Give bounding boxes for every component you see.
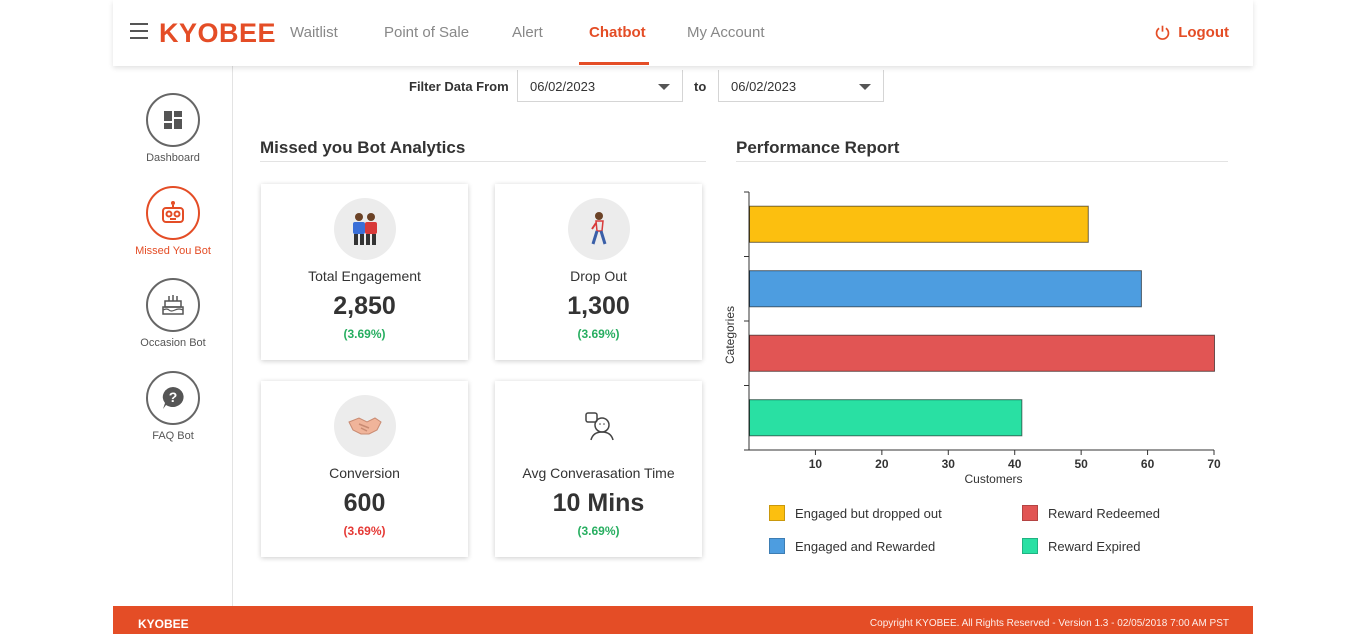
top-navbar: KYOBEE Waitlist Point of Sale Alert Chat… bbox=[113, 0, 1253, 66]
y-axis-label: Categories bbox=[723, 306, 737, 364]
power-icon bbox=[1155, 25, 1170, 40]
footer: KYOBEE Copyright KYOBEE. All Rights Rese… bbox=[113, 606, 1253, 634]
legend-label: Engaged and Rewarded bbox=[795, 538, 936, 554]
card-title: Avg Converasation Time bbox=[522, 465, 675, 481]
sidebar-item-label: FAQ Bot bbox=[152, 430, 194, 442]
x-tick-label: 50 bbox=[1074, 457, 1088, 471]
card-percentage: (3.69%) bbox=[577, 524, 620, 538]
legend-item: Reward Redeemed bbox=[1022, 505, 1160, 521]
legend-swatch bbox=[1022, 505, 1038, 521]
nav-chatbot[interactable]: Chatbot bbox=[589, 24, 646, 41]
chevron-down-icon bbox=[658, 84, 670, 90]
analytics-title: Missed you Bot Analytics bbox=[260, 138, 466, 157]
to-label: to bbox=[694, 79, 707, 94]
nav-my-account[interactable]: My Account bbox=[687, 24, 765, 41]
nav-point-of-sale[interactable]: Point of Sale bbox=[384, 24, 470, 41]
sidebar: Dashboard Missed You Bot Occasion Bot ? … bbox=[113, 66, 233, 606]
bar-reward-expired bbox=[749, 399, 1023, 437]
x-tick-label: 20 bbox=[875, 457, 889, 471]
legend-label: Reward Expired bbox=[1048, 538, 1141, 554]
sidebar-item-dashboard[interactable]: Dashboard bbox=[113, 93, 233, 164]
legend-swatch bbox=[769, 538, 785, 554]
nav-alert[interactable]: Alert bbox=[512, 24, 543, 41]
sidebar-item-label: Missed You Bot bbox=[135, 245, 211, 257]
date-from-value: 06/02/2023 bbox=[530, 79, 596, 94]
legend-label: Engaged but dropped out bbox=[795, 505, 942, 521]
question-icon: ? bbox=[162, 387, 184, 409]
legend-item: Engaged but dropped out bbox=[769, 505, 942, 521]
dashboard-icon bbox=[164, 111, 182, 129]
x-tick-label: 40 bbox=[1008, 457, 1022, 471]
card-title: Drop Out bbox=[570, 268, 627, 284]
card-percentage: (3.69%) bbox=[577, 327, 620, 341]
nav-waitlist[interactable]: Waitlist bbox=[290, 24, 338, 41]
stat-card-total-engagement: Total Engagement 2,850 (3.69%) bbox=[261, 184, 468, 360]
legend-swatch bbox=[769, 505, 785, 521]
legend-swatch bbox=[1022, 538, 1038, 554]
bar-engaged-and-rewarded bbox=[749, 270, 1142, 308]
date-to-select[interactable]: 06/02/2023 bbox=[718, 70, 884, 102]
sidebar-item-occasion-bot[interactable]: Occasion Bot bbox=[113, 278, 233, 349]
filter-label: Filter Data From bbox=[409, 79, 509, 94]
bar-reward-redeemed bbox=[749, 334, 1215, 372]
card-percentage: (3.69%) bbox=[343, 524, 386, 538]
footer-brand: KYOBEE bbox=[138, 617, 189, 631]
divider bbox=[736, 161, 1228, 162]
chat-person-icon bbox=[584, 412, 614, 441]
legend-label: Reward Redeemed bbox=[1048, 505, 1161, 521]
brand-logo[interactable]: KYOBEE bbox=[159, 18, 277, 48]
active-tab-indicator bbox=[579, 62, 649, 65]
performance-bar-chart: 10 20 30 40 50 60 70 Customers Categories bbox=[723, 191, 1221, 486]
stat-card-avg-conversation-time: Avg Converasation Time 10 Mins (3.69%) bbox=[495, 381, 702, 557]
x-tick-label: 60 bbox=[1141, 457, 1155, 471]
legend-item: Reward Expired bbox=[1022, 538, 1141, 554]
legend-item: Engaged and Rewarded bbox=[769, 538, 935, 554]
performance-title: Performance Report bbox=[736, 138, 900, 157]
card-title: Total Engagement bbox=[308, 268, 421, 284]
chevron-down-icon bbox=[859, 84, 871, 90]
sidebar-item-missed-you-bot[interactable]: Missed You Bot bbox=[113, 186, 233, 257]
sidebar-item-label: Occasion Bot bbox=[140, 337, 206, 349]
logout-button[interactable]: Logout bbox=[1154, 24, 1229, 41]
footer-copyright: Copyright KYOBEE. All Rights Reserved - … bbox=[869, 618, 1229, 629]
x-tick-label: 30 bbox=[942, 457, 956, 471]
card-value: 10 Mins bbox=[552, 489, 645, 517]
card-percentage: (3.69%) bbox=[343, 327, 386, 341]
sidebar-item-label: Dashboard bbox=[146, 152, 200, 164]
card-value: 600 bbox=[343, 489, 386, 517]
divider bbox=[260, 161, 706, 162]
logout-label: Logout bbox=[1178, 24, 1229, 41]
svg-text:?: ? bbox=[169, 389, 178, 405]
people-icon bbox=[352, 213, 377, 245]
x-tick-label: 70 bbox=[1207, 457, 1221, 471]
card-value: 1,300 bbox=[567, 292, 630, 320]
card-value: 2,850 bbox=[333, 292, 396, 320]
walking-person-icon bbox=[590, 212, 606, 245]
card-title: Conversion bbox=[329, 465, 400, 481]
sidebar-item-faq-bot[interactable]: ? FAQ Bot bbox=[113, 371, 233, 442]
bar-engaged-but-dropped-out bbox=[749, 205, 1089, 243]
hamburger-menu-icon[interactable] bbox=[130, 23, 148, 39]
stat-card-drop-out: Drop Out 1,300 (3.69%) bbox=[495, 184, 702, 360]
cake-icon bbox=[162, 295, 184, 315]
date-from-select[interactable]: 06/02/2023 bbox=[517, 70, 683, 102]
robot-icon bbox=[162, 201, 184, 223]
x-axis-label: Customers bbox=[964, 472, 1022, 486]
stat-card-conversion: Conversion 600 (3.69%) bbox=[261, 381, 468, 557]
date-to-value: 06/02/2023 bbox=[731, 79, 797, 94]
x-tick-label: 10 bbox=[809, 457, 823, 471]
handshake-icon bbox=[347, 417, 382, 435]
